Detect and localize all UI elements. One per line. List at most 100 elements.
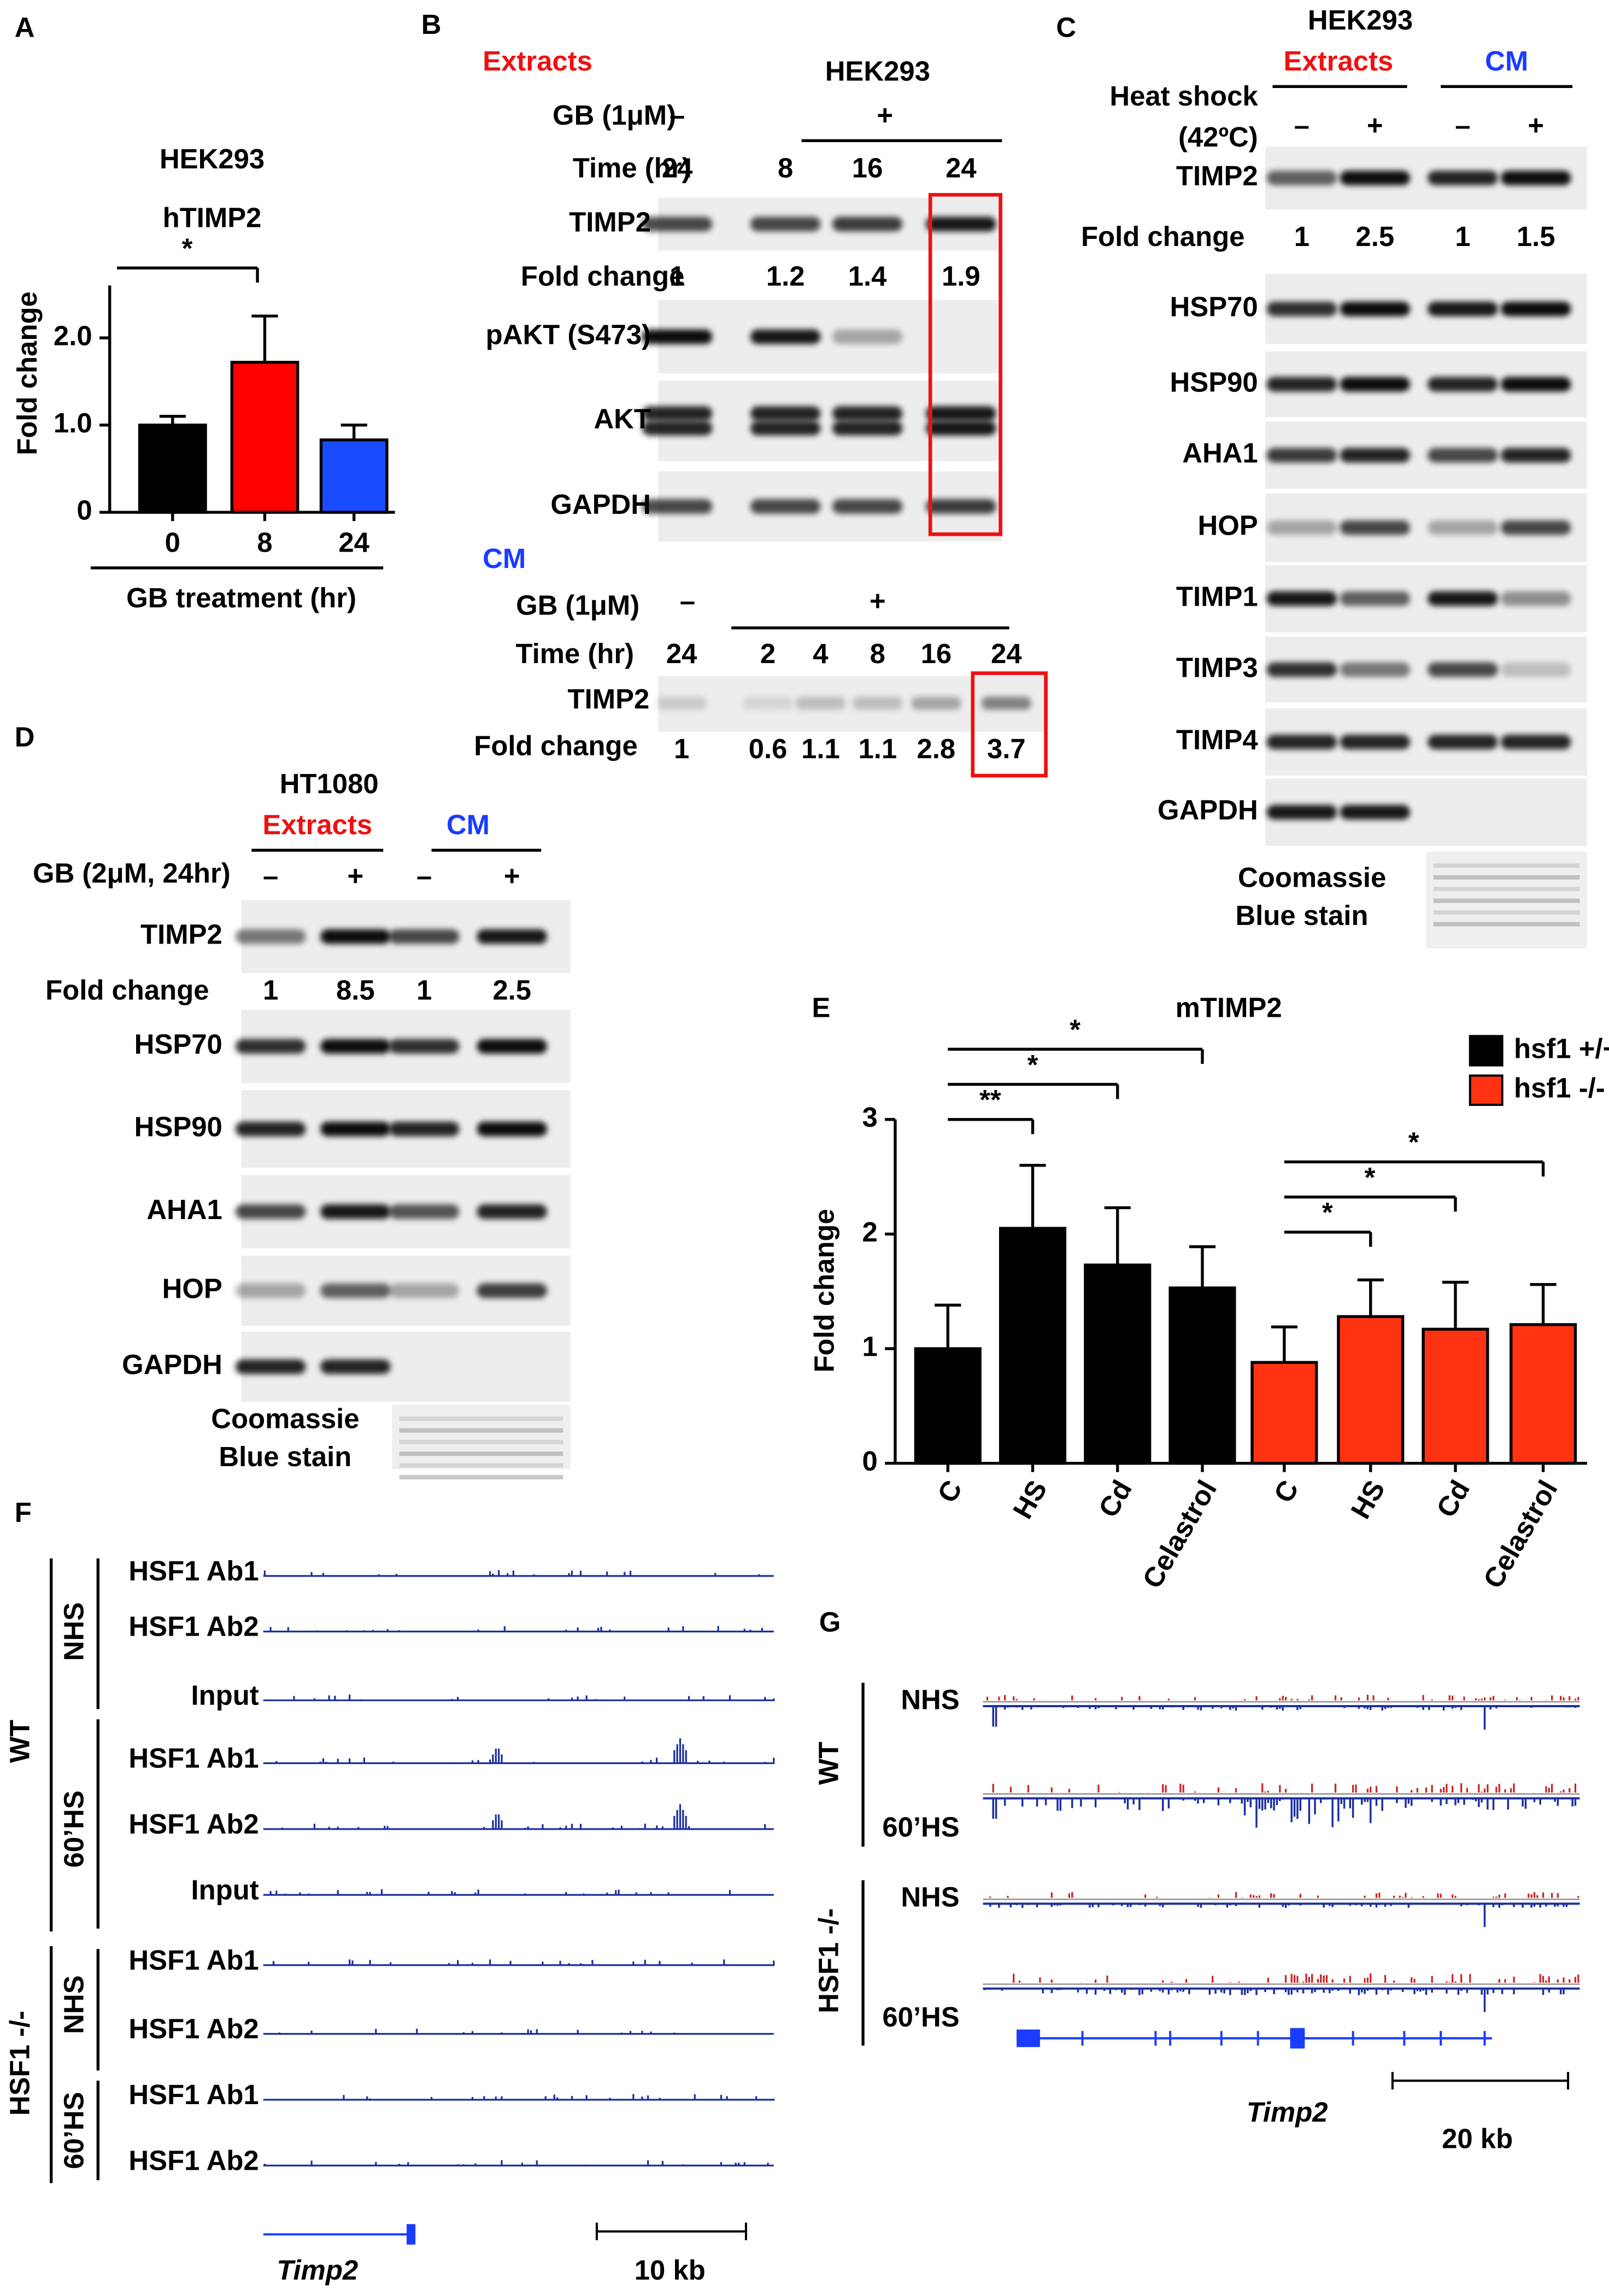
band	[1340, 591, 1411, 606]
fold-value: 1.5	[1517, 221, 1555, 252]
band	[477, 1121, 547, 1137]
track-label: HSF1 Ab1	[128, 1555, 259, 1586]
sign: –	[670, 99, 685, 131]
row-label: TIMP3	[1176, 652, 1258, 683]
band	[750, 329, 821, 344]
row-label: TIMP2	[569, 206, 651, 237]
group-label: HSF1 -/-	[4, 2011, 36, 2116]
extracts-label: Extracts	[1284, 45, 1394, 77]
panel-letter: C	[1056, 11, 1076, 43]
bar	[1510, 1323, 1577, 1465]
scale-label: 20 kb	[1442, 2123, 1513, 2154]
panel-letter: F	[15, 1497, 32, 1528]
band	[1266, 301, 1337, 317]
cm-label: CM	[447, 809, 490, 840]
band	[1266, 520, 1337, 535]
row-label: TIMP1	[1176, 581, 1258, 612]
sign: –	[1455, 110, 1470, 141]
significance-label: *	[182, 232, 193, 263]
gene-label: Timp2	[277, 2254, 358, 2286]
y-tick-label: 0	[77, 495, 92, 526]
x-tick-label: C	[1267, 1475, 1305, 1508]
y-axis-label: Fold change	[809, 1209, 840, 1372]
stain	[1426, 852, 1587, 948]
significance-label: *	[1408, 1127, 1419, 1158]
condition-label: NHS	[58, 1602, 90, 1661]
fold-value: 1	[1294, 221, 1309, 252]
exon	[1017, 2029, 1040, 2047]
cell-line: HT1080	[280, 768, 379, 799]
group-label: HSF1 -/-	[813, 1908, 844, 2013]
signal-track	[263, 1626, 774, 1633]
band	[320, 1121, 391, 1137]
row-label: HOP	[1197, 510, 1258, 541]
fold-label: Fold change	[474, 730, 637, 761]
condition-label: NHS	[58, 1975, 90, 2034]
row-label: HSP90	[1170, 366, 1258, 397]
fold-value: 1	[1455, 221, 1470, 252]
band	[1340, 520, 1411, 535]
row-label: AHA1	[146, 1194, 222, 1225]
band	[389, 1121, 460, 1137]
band	[1428, 662, 1498, 677]
band	[926, 406, 996, 421]
band	[235, 929, 306, 944]
x-tick-label: Cd	[1093, 1475, 1138, 1522]
sign: +	[877, 99, 893, 131]
sign: +	[1528, 110, 1544, 141]
band	[750, 406, 821, 421]
sign: –	[263, 860, 278, 892]
signal-minus	[992, 1706, 1579, 1730]
band	[320, 1204, 391, 1219]
band	[1500, 171, 1571, 185]
signal-track	[263, 1738, 775, 1765]
stain-band	[399, 1451, 563, 1456]
band	[1428, 734, 1498, 749]
bar	[138, 423, 207, 514]
signal-minus	[983, 1988, 1573, 2012]
x-tick-label: 8	[257, 526, 272, 558]
signal-plus	[986, 1695, 1579, 1701]
group-label: WT	[813, 1742, 844, 1785]
bar	[319, 438, 389, 514]
x-tick-label: HS	[1007, 1475, 1053, 1524]
row-label: GAPDH	[1158, 794, 1258, 825]
fold-value: 3.7	[987, 733, 1026, 764]
band	[477, 1204, 547, 1219]
sign: +	[348, 860, 364, 892]
stain-band	[1433, 898, 1580, 903]
band	[642, 499, 713, 514]
band	[832, 406, 903, 421]
fold-label: Fold change	[1081, 221, 1244, 252]
signal-track	[263, 1694, 775, 1701]
treatment-label: Heat shock	[1109, 80, 1258, 112]
blot	[658, 676, 1046, 732]
x-tick-label: C	[931, 1475, 968, 1508]
fold-label: Fold change	[521, 260, 684, 291]
sign: +	[1367, 110, 1383, 141]
band	[235, 1204, 306, 1219]
band	[750, 499, 821, 514]
chart-title: HEK293	[160, 143, 265, 174]
track-label: HSF1 Ab2	[128, 1611, 259, 1642]
highlight	[971, 671, 1048, 778]
signal-track	[263, 2029, 774, 2035]
sign: –	[680, 585, 695, 616]
band	[642, 406, 713, 421]
signal-minus	[989, 1903, 1568, 1928]
band	[320, 1283, 391, 1298]
x-axis-label: GB treatment (hr)	[126, 582, 356, 613]
band	[1428, 520, 1498, 535]
fold-value: 1.4	[848, 260, 887, 291]
sign: –	[416, 860, 432, 892]
fold-value: 1	[670, 260, 685, 291]
y-tick-label: 1	[862, 1331, 878, 1362]
cell-line: HEK293	[1308, 4, 1413, 36]
panel-letter: E	[812, 992, 830, 1023]
x-tick-label: Cd	[1430, 1475, 1476, 1522]
band	[642, 329, 713, 344]
band	[750, 420, 821, 436]
group-label: WT	[4, 1720, 36, 1763]
stain-label: Coomassie	[211, 1403, 359, 1434]
